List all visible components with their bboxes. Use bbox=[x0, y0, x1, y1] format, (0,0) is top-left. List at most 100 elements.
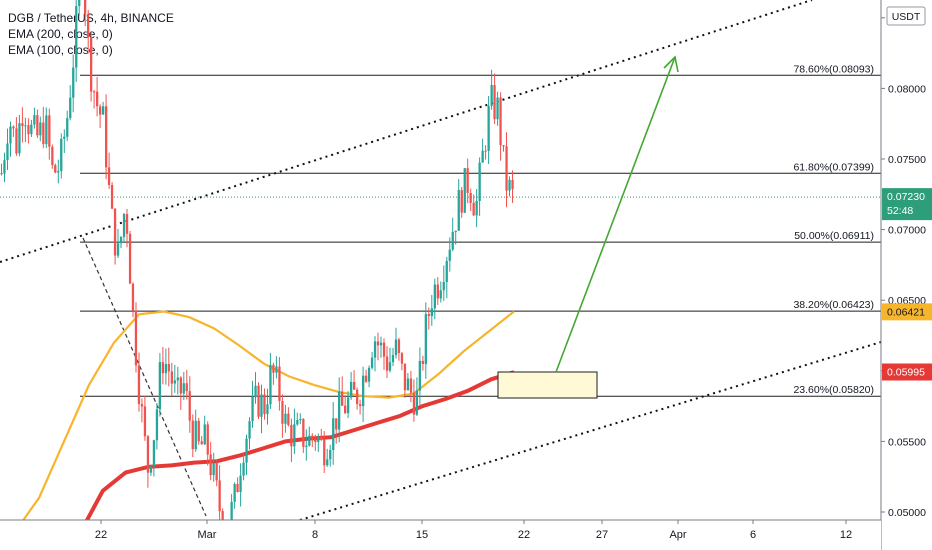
candle-body bbox=[287, 413, 290, 425]
candle-body bbox=[332, 418, 335, 450]
candle-body bbox=[131, 283, 135, 311]
candle-body bbox=[320, 437, 323, 440]
ema200-badge: 0.05995 bbox=[882, 363, 932, 381]
candle-body bbox=[242, 462, 245, 476]
candle-body bbox=[84, 0, 87, 15]
candle-body bbox=[397, 339, 401, 354]
candle-body bbox=[152, 440, 156, 467]
ema100-line bbox=[13, 310, 515, 534]
last-price-badge-text: 52:48 bbox=[887, 205, 913, 217]
candle-body bbox=[116, 243, 120, 256]
time-axis[interactable] bbox=[0, 520, 881, 550]
candle-body bbox=[460, 190, 463, 213]
candle-body bbox=[182, 383, 185, 394]
last-price-badge-bg bbox=[882, 188, 932, 221]
candle-body bbox=[9, 126, 12, 144]
ema200-badge-text: 0.05995 bbox=[887, 367, 925, 379]
candle-body bbox=[269, 364, 272, 405]
candle-body bbox=[350, 382, 353, 398]
currency-button-frame bbox=[886, 6, 926, 26]
candle-body bbox=[281, 401, 284, 424]
candle-body bbox=[21, 123, 24, 126]
candle-body bbox=[454, 230, 457, 232]
candle-body bbox=[511, 179, 514, 190]
candle-body bbox=[69, 97, 72, 119]
y-tick-label: 0.07000 bbox=[888, 225, 926, 237]
candle-body bbox=[191, 420, 194, 450]
trend-dashed-line[interactable] bbox=[82, 237, 207, 517]
candle-body bbox=[33, 115, 36, 125]
candle-body bbox=[317, 437, 320, 442]
candle-body bbox=[164, 364, 167, 374]
candle-body bbox=[463, 168, 466, 213]
candle-body bbox=[457, 190, 460, 231]
candle-body bbox=[194, 420, 197, 450]
channel-upper-line[interactable] bbox=[0, 0, 813, 263]
candle-body bbox=[496, 97, 499, 120]
ema200-line bbox=[78, 370, 515, 535]
candle-body bbox=[42, 122, 45, 145]
candle-body bbox=[367, 367, 371, 382]
candle-body bbox=[499, 97, 502, 146]
candle-body bbox=[45, 115, 48, 145]
candle-body bbox=[155, 409, 159, 441]
currency-button[interactable]: USDT bbox=[886, 6, 926, 26]
candle-body bbox=[430, 308, 433, 317]
projection-arrow[interactable] bbox=[555, 56, 676, 373]
candle-body bbox=[215, 462, 218, 481]
candle-body bbox=[143, 406, 147, 437]
candle-body bbox=[0, 173, 3, 175]
candle-body bbox=[338, 391, 341, 430]
candle-body bbox=[442, 282, 445, 291]
candle-body bbox=[27, 125, 30, 135]
candle-body bbox=[206, 424, 209, 455]
price-axis[interactable] bbox=[881, 0, 932, 550]
candle-body bbox=[113, 208, 117, 256]
candle-body bbox=[48, 115, 51, 147]
candle-body bbox=[439, 290, 442, 299]
candle-body bbox=[296, 420, 299, 425]
candle-body bbox=[102, 106, 105, 115]
candle-body bbox=[448, 249, 451, 261]
candle-body bbox=[382, 342, 386, 357]
candles bbox=[0, 0, 514, 542]
candle-body bbox=[329, 450, 332, 460]
candle-body bbox=[394, 339, 398, 355]
candle-body bbox=[478, 162, 481, 201]
candle-body bbox=[161, 362, 164, 374]
x-tick-label: Mar bbox=[198, 529, 217, 541]
candle-body bbox=[248, 421, 251, 439]
candle-body bbox=[490, 85, 493, 106]
candle-body bbox=[436, 284, 439, 299]
candle-body bbox=[341, 391, 344, 406]
candle-body bbox=[185, 383, 188, 392]
candle-body bbox=[110, 185, 114, 209]
candle-body bbox=[326, 459, 329, 466]
candle-body bbox=[305, 445, 308, 447]
candle-body bbox=[379, 342, 383, 346]
candle-body bbox=[284, 413, 287, 424]
candle-body bbox=[290, 425, 293, 447]
candle-body bbox=[18, 123, 21, 154]
legend-symbol: DGB / TetherUS, 4h, BINANCE bbox=[8, 11, 174, 25]
candle-body bbox=[275, 366, 278, 373]
candle-body bbox=[6, 143, 9, 161]
candle-body bbox=[484, 150, 487, 152]
currency-label: USDT bbox=[892, 11, 921, 23]
candle-body bbox=[466, 168, 469, 193]
fib-retracement[interactable]: 161.80%(0.11531)100.00%(0.08977)78.60%(0… bbox=[80, 0, 881, 535]
candle-body bbox=[15, 128, 18, 154]
candle-body bbox=[314, 438, 317, 442]
candle-body bbox=[469, 193, 472, 203]
candle-body bbox=[78, 0, 81, 6]
x-tick-label: 8 bbox=[312, 529, 318, 541]
entry-zone-box[interactable] bbox=[497, 371, 598, 399]
candle-body bbox=[218, 480, 221, 512]
candle-body bbox=[119, 236, 123, 244]
candle-body bbox=[409, 378, 413, 393]
candle-body bbox=[245, 438, 248, 463]
y-tick-label: 0.07500 bbox=[888, 154, 926, 166]
candle-body bbox=[158, 362, 161, 410]
candle-body bbox=[370, 357, 374, 368]
